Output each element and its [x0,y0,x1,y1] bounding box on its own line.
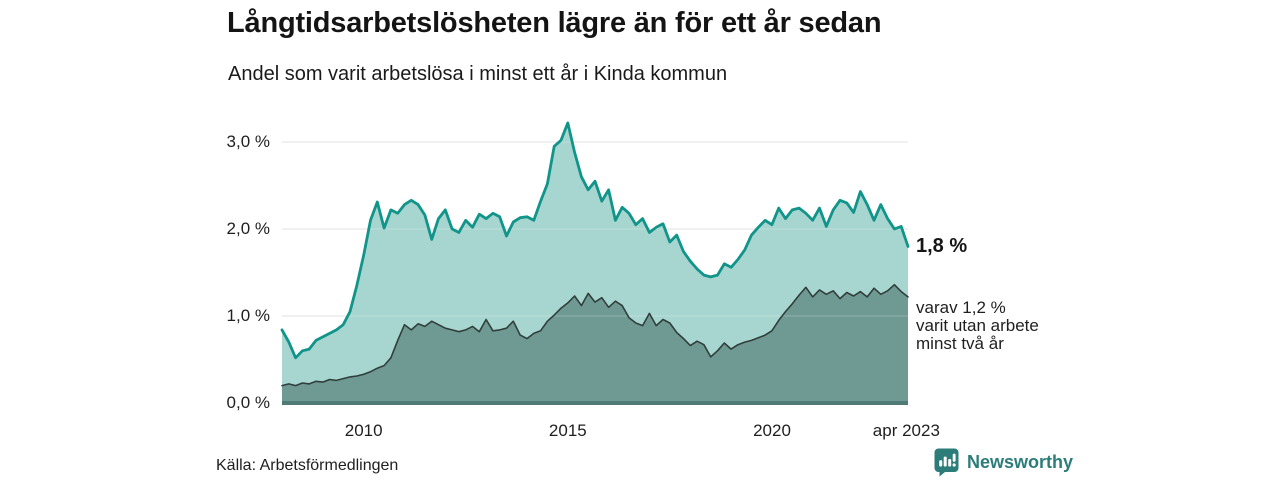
chart-subtitle: Andel som varit arbetslösa i minst ett å… [228,63,728,85]
chart-title: Långtidsarbetslösheten lägre än för ett … [227,7,882,39]
source-note: Källa: Arbetsförmedlingen [216,457,399,474]
end-annotation-line: varit utan arbete [916,316,1039,335]
end-value-label-total: 1,8 % [916,235,968,257]
x-axis-label: 2010 [344,421,383,440]
y-axis-label: 3,0 % [226,132,270,151]
newsworthy-logo: Newsworthy [934,448,1073,477]
x-axis-label: 2020 [753,421,791,440]
y-axis-label: 0,0 % [226,393,270,412]
end-annotation-subset: varav 1,2 % varit utan arbete minst två … [916,299,1039,353]
end-annotation-line: minst två år [916,334,1004,353]
y-axis-label: 2,0 % [226,219,270,238]
y-axis-label: 1,0 % [226,306,270,325]
x-axis-label: 2015 [548,421,587,440]
end-annotation-line: varav 1,2 % [916,298,1006,317]
x-axis-label: apr 2023 [872,421,940,440]
newsworthy-logo-icon [934,448,959,477]
newsworthy-wordmark: Newsworthy [967,452,1074,472]
